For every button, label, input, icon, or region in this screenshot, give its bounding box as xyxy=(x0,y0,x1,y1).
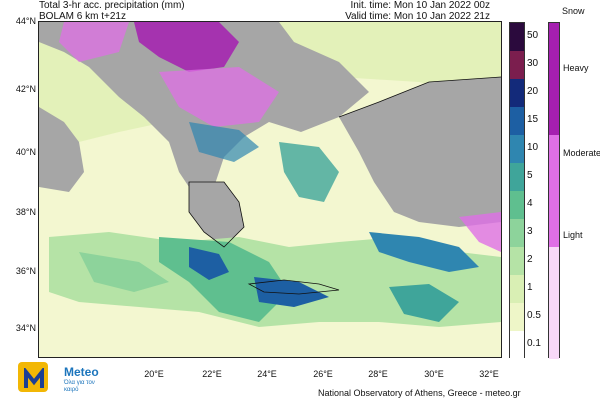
lat-label-44n: 44°N xyxy=(15,16,36,26)
snow-label-moderate: Moderate xyxy=(563,148,600,158)
precip-colorbar-segment xyxy=(510,23,524,51)
precip-colorbar-label: 3 xyxy=(527,226,533,237)
precip-colorbar-label: 2 xyxy=(527,254,533,265)
precip-colorbar-segment xyxy=(510,331,524,359)
coastline xyxy=(338,76,501,118)
land-turkey xyxy=(339,77,501,227)
lon-label-22e: 22°E xyxy=(202,369,222,379)
snow-moderate-area xyxy=(459,212,501,252)
header-model: BOLAM 6 km t+21z xyxy=(39,11,126,22)
snow-colorbar-segment xyxy=(549,23,559,135)
rain-band xyxy=(389,284,459,322)
coastline xyxy=(247,279,340,295)
precip-colorbar-segment xyxy=(510,191,524,219)
header-title: Total 3-hr acc. precipitation (mm) xyxy=(39,0,185,11)
snow-label-light: Light xyxy=(563,230,583,240)
precip-colorbar-label: 20 xyxy=(527,86,539,97)
precip-colorbar-label: 15 xyxy=(527,114,539,125)
precip-colorbar-segment xyxy=(510,107,524,135)
land-italy xyxy=(39,107,84,192)
lat-label-36n: 36°N xyxy=(15,266,36,276)
header-right: Init. time: Mon 10 Jan 2022 00z Valid ti… xyxy=(345,0,490,22)
precip-colorbar-segment xyxy=(510,79,524,107)
header-left: Total 3-hr acc. precipitation (mm) BOLAM… xyxy=(39,0,185,22)
snow-moderate-area xyxy=(159,67,279,127)
lat-label-34n: 34°N xyxy=(15,323,36,333)
logo-name: Meteo xyxy=(64,365,99,379)
rain-band xyxy=(369,232,479,272)
snow-colorbar-segment xyxy=(549,135,559,247)
precip-colorbar-label: 10 xyxy=(527,142,539,153)
precip-colorbar-segment xyxy=(510,51,524,79)
meteo-logo: Meteo Όλα για τον καιρό xyxy=(18,362,138,396)
rain-band xyxy=(254,277,329,307)
header-valid-time: Valid time: Mon 10 Jan 2022 21z xyxy=(345,11,490,22)
precip-colorbar-segment xyxy=(510,163,524,191)
snow-scale-title: Snow xyxy=(562,6,585,16)
lat-label-40n: 40°N xyxy=(15,147,36,157)
precip-colorbar-label: 4 xyxy=(527,198,533,209)
precip-colorbar-label: 0.5 xyxy=(527,310,541,321)
precip-colorbar-segment xyxy=(510,219,524,247)
lon-label-30e: 30°E xyxy=(424,369,444,379)
snow-heavy-area xyxy=(134,22,239,72)
rain-band xyxy=(189,247,229,280)
snow-colorbar xyxy=(548,22,560,359)
meteo-m-logo-icon xyxy=(18,362,48,392)
precip-colorbar-segment xyxy=(510,275,524,303)
precip-colorbar-label: 50 xyxy=(527,30,539,41)
rain-band xyxy=(279,142,339,202)
credit-line: National Observatory of Athens, Greece -… xyxy=(318,388,521,398)
lat-label-38n: 38°N xyxy=(15,207,36,217)
precip-colorbar-label: 1 xyxy=(527,282,533,293)
snow-label-heavy: Heavy xyxy=(563,63,589,73)
precip-colorbar-label: 30 xyxy=(527,58,539,69)
lat-label-42n: 42°N xyxy=(15,84,36,94)
lon-label-20e: 20°E xyxy=(144,369,164,379)
coastline xyxy=(188,181,245,248)
snow-colorbar-segment xyxy=(549,247,559,359)
land-peloponnese xyxy=(189,182,244,247)
header-init-time: Init. time: Mon 10 Jan 2022 00z xyxy=(350,0,490,11)
precipitation-colorbar xyxy=(509,22,525,359)
precipitation-map xyxy=(38,21,502,358)
map-canvas xyxy=(39,22,501,327)
logo-tagline: Όλα για τον καιρό xyxy=(64,380,95,393)
rain-band xyxy=(79,252,169,292)
lon-label-28e: 28°E xyxy=(368,369,388,379)
precip-colorbar-label: 5 xyxy=(527,170,533,181)
lon-label-26e: 26°E xyxy=(313,369,333,379)
rain-band xyxy=(189,122,259,162)
snow-moderate-area xyxy=(59,22,129,62)
lon-label-24e: 24°E xyxy=(257,369,277,379)
lon-label-32e: 32°E xyxy=(479,369,499,379)
precip-colorbar-segment xyxy=(510,135,524,163)
precip-colorbar-segment xyxy=(510,303,524,331)
precip-colorbar-label: 0.1 xyxy=(527,338,541,349)
precip-colorbar-segment xyxy=(510,247,524,275)
